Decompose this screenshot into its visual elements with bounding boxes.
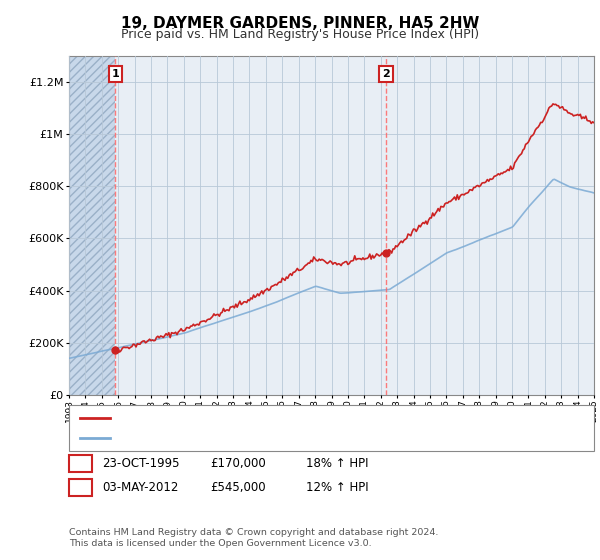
- Bar: [69, 56, 115, 395]
- Text: £170,000: £170,000: [210, 457, 266, 470]
- Text: 18% ↑ HPI: 18% ↑ HPI: [306, 457, 368, 470]
- Text: 2: 2: [382, 69, 390, 80]
- Text: 23-OCT-1995: 23-OCT-1995: [102, 457, 179, 470]
- Text: 19, DAYMER GARDENS, PINNER, HA5 2HW: 19, DAYMER GARDENS, PINNER, HA5 2HW: [121, 16, 479, 31]
- Text: HPI: Average price, detached house, Hillingdon: HPI: Average price, detached house, Hill…: [114, 433, 371, 443]
- Text: £545,000: £545,000: [210, 480, 266, 494]
- Text: 1: 1: [112, 69, 119, 80]
- Text: 03-MAY-2012: 03-MAY-2012: [102, 480, 178, 494]
- Text: 19, DAYMER GARDENS, PINNER,  HA5 2HW (detached house): 19, DAYMER GARDENS, PINNER, HA5 2HW (det…: [114, 413, 448, 423]
- Text: Contains HM Land Registry data © Crown copyright and database right 2024.
This d: Contains HM Land Registry data © Crown c…: [69, 528, 439, 548]
- Text: 1: 1: [76, 457, 85, 470]
- Text: 12% ↑ HPI: 12% ↑ HPI: [306, 480, 368, 494]
- Text: 2: 2: [76, 480, 85, 494]
- Text: Price paid vs. HM Land Registry's House Price Index (HPI): Price paid vs. HM Land Registry's House …: [121, 28, 479, 41]
